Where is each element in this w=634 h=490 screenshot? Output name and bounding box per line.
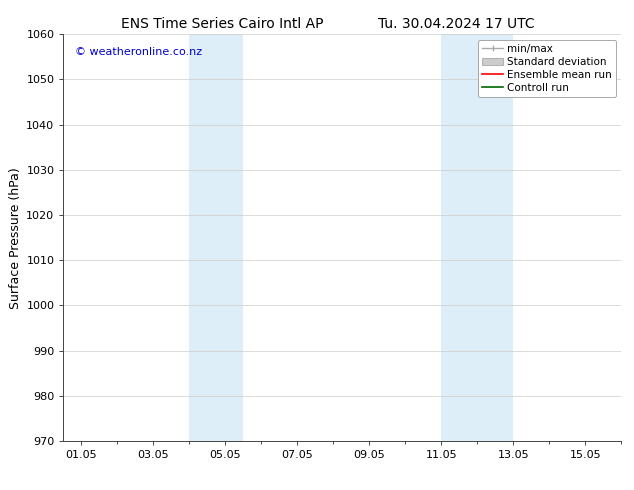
Text: ENS Time Series Cairo Intl AP: ENS Time Series Cairo Intl AP	[120, 17, 323, 31]
Legend: min/max, Standard deviation, Ensemble mean run, Controll run: min/max, Standard deviation, Ensemble me…	[478, 40, 616, 97]
Y-axis label: Surface Pressure (hPa): Surface Pressure (hPa)	[9, 167, 22, 309]
Text: © weatheronline.co.nz: © weatheronline.co.nz	[75, 47, 202, 56]
Text: Tu. 30.04.2024 17 UTC: Tu. 30.04.2024 17 UTC	[378, 17, 535, 31]
Bar	[190, 34, 243, 441]
Bar	[441, 34, 514, 441]
